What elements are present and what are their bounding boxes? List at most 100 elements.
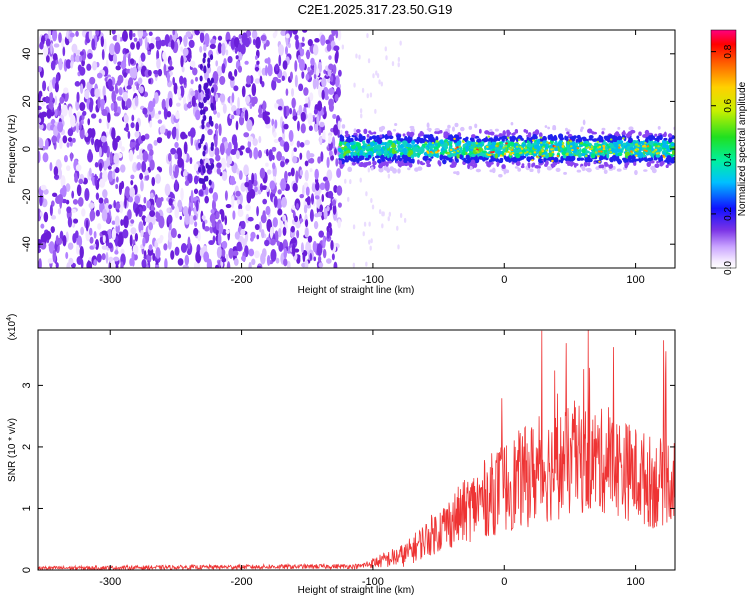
heatmap-cell [550,163,555,167]
heatmap-cell [139,172,144,180]
heatmap-cell [369,92,373,98]
heatmap-cell [177,157,184,168]
heatmap-cell [100,135,107,143]
heatmap-cell [367,167,371,173]
x-tick-label: 0 [501,274,507,286]
heatmap-cell [304,160,309,167]
heatmap-cell [466,159,471,163]
heatmap-cell [66,206,72,214]
heatmap-cell [341,44,345,50]
heatmap-cell [635,154,638,157]
heatmap-cell [171,126,177,140]
heatmap-cell [273,195,278,208]
heatmap-cell [291,204,296,211]
heatmap-cell [259,75,263,85]
heatmap-cell [209,54,214,61]
heatmap-cell [213,164,218,173]
heatmap-cell [614,131,620,137]
heatmap-cell [639,140,644,145]
heatmap-cell [236,168,240,175]
heatmap-cell [42,80,47,92]
heatmap-cell [490,151,493,154]
heatmap-cell [359,161,364,167]
heatmap-cell [529,168,534,173]
heatmap-cell [309,168,313,173]
heatmap-cell [117,61,122,66]
heatmap-cell [75,30,79,37]
heatmap-cell [118,87,123,96]
heatmap-cell [235,150,240,160]
heatmap-cell [135,207,140,214]
heatmap-cell [491,140,497,146]
heatmap-cell [135,121,140,133]
heatmap-cell [142,237,146,247]
heatmap-cell [494,153,498,159]
heatmap-cell [130,219,135,224]
heatmap-cell [359,108,363,114]
heatmap-cell [248,261,252,268]
heatmap-cell [314,38,320,43]
heatmap-cell [352,151,356,156]
heatmap-cell [420,146,425,150]
heatmap-cell [509,151,513,155]
heatmap-cell [87,151,94,163]
heatmap-cell [499,154,503,157]
heatmap-cell [429,150,433,154]
heatmap-cell [402,133,406,137]
heatmap-cell [111,228,117,241]
heatmap-cell [276,198,283,210]
heatmap-cell [204,32,210,46]
heatmap-cell [276,240,280,247]
heatmap-cell [300,242,304,254]
heatmap-cell [456,154,460,159]
heatmap-cell [238,203,243,211]
heatmap-cell [654,137,659,141]
heatmap-cell [219,93,226,103]
heatmap-cell [38,138,44,149]
heatmap-cell [337,202,342,208]
heatmap-cell [411,158,415,164]
heatmap-cell [40,184,47,191]
heatmap-cell [566,131,570,135]
heatmap-cell [372,135,377,140]
heatmap-cell [275,63,279,72]
heatmap-cell [227,141,232,152]
snr-series-group [38,330,675,570]
heatmap-cell [132,102,136,108]
heatmap-cell [222,103,227,114]
heatmap-cell [294,60,298,72]
heatmap-cell [225,203,232,209]
heatmap-cell [329,227,333,237]
heatmap-cell [201,123,205,130]
heatmap-cell [672,150,675,156]
heatmap-cell [230,180,237,185]
heatmap-cell [124,186,131,199]
heatmap-cell [85,132,89,138]
heatmap-cell [241,32,248,46]
heatmap-cell [561,145,565,148]
heatmap-cell [142,107,148,115]
heatmap-cell [544,153,550,159]
heatmap-cell [315,181,320,191]
heatmap-cell [168,97,173,108]
heatmap-cell [317,211,322,217]
heatmap-cell [437,142,441,148]
heatmap-cell [281,156,285,162]
heatmap-cell [423,134,427,139]
heatmap-cell [48,82,53,93]
heatmap-cell [514,166,519,169]
heatmap-cell [251,30,258,40]
heatmap-cell [478,146,482,153]
heatmap-cell [337,120,341,130]
heatmap-cell [449,148,453,152]
heatmap-cell [651,151,655,154]
heatmap-cell [301,30,308,33]
heatmap-cell [148,43,155,50]
heatmap-cell [581,136,586,140]
heatmap-cell [205,82,209,89]
heatmap-cell [79,102,86,112]
heatmap-cell [58,32,62,43]
heatmap-cell [266,169,272,175]
heatmap-cell [666,159,670,165]
heatmap-cell [292,182,298,193]
